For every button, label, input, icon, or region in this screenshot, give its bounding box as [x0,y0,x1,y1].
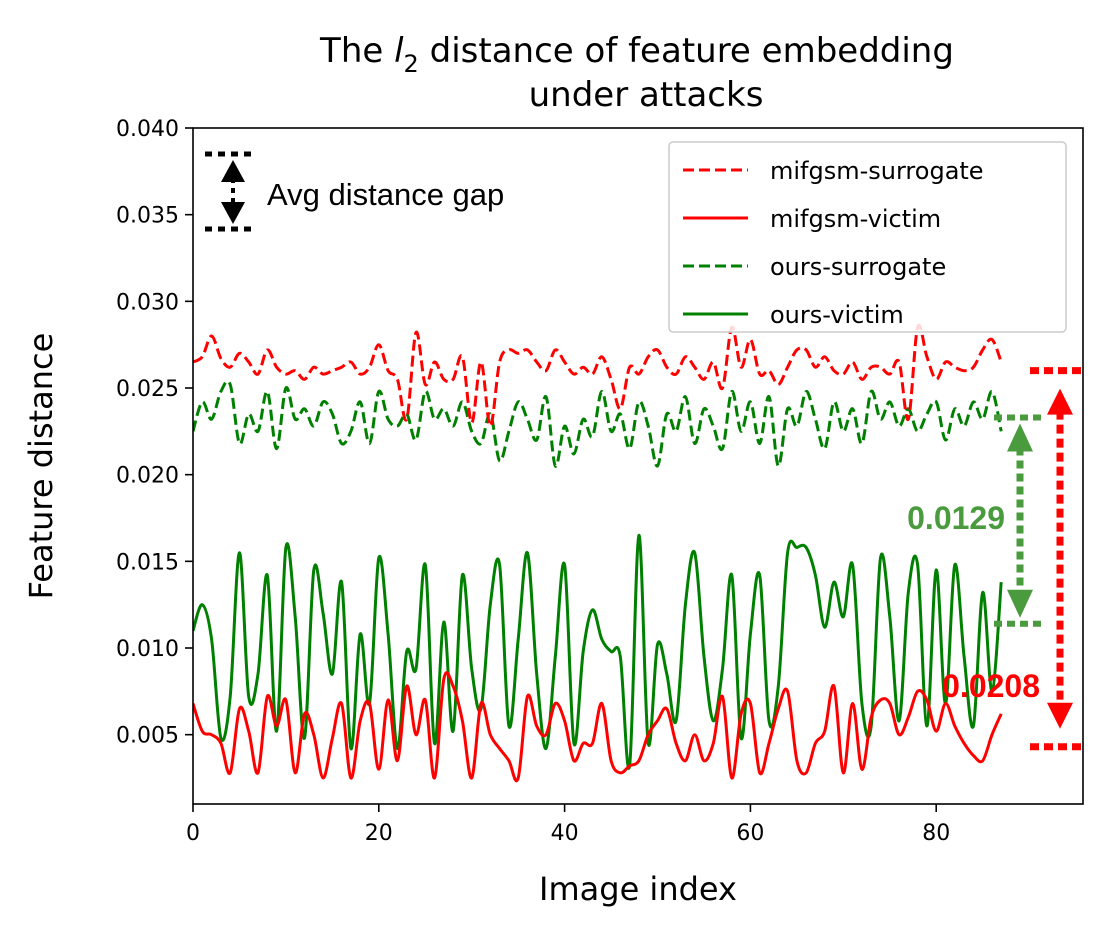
y-tick-label: 0.030 [116,290,179,315]
axis-ticks: 0 20 40 60 80 0.005 0.010 0.015 0.020 0.025 0.030 0… [116,117,950,846]
y-tick-label: 0.025 [116,377,179,402]
data-series [193,323,1003,783]
legend-label-ours-victim: ours-victim [770,301,904,329]
series-line-mifgsm-surrogate [193,323,1003,428]
green-gap-down-arrow-icon [1007,589,1033,618]
series-line-ours-surrogate [193,379,1003,468]
gap-legend-text: Avg distance gap [267,177,504,212]
gap-legend-up-arrow-icon [221,160,245,182]
green-gap-up-arrow-icon [1007,423,1033,452]
red-gap-up-arrow-icon [1047,388,1073,415]
y-tick-label: 0.005 [116,724,179,749]
series-line-mifgsm-victim [193,671,1003,783]
chart-title: The l2 distance of feature embedding [319,31,954,78]
red-gap-label: 0.0208 [942,668,1040,704]
x-tick-label: 20 [365,821,393,846]
legend-label-ours-surrogate: ours-surrogate [770,253,946,281]
x-tick-label: 80 [922,821,950,846]
red-gap-down-arrow-icon [1047,702,1073,729]
gap-annotations [994,367,1082,751]
x-tick-label: 60 [736,821,764,846]
y-tick-label: 0.035 [116,204,179,229]
y-tick-label: 0.040 [116,117,179,142]
y-tick-label: 0.020 [116,464,179,489]
plot-frame [192,127,1084,805]
series-line-ours-victim [193,533,1003,770]
legend-box [668,141,1067,333]
x-tick-label: 0 [186,821,200,846]
legend-label-mifgsm-surrogate: mifgsm-surrogate [770,157,984,185]
x-tick-label: 40 [551,821,579,846]
y-axis-label: Feature distance [22,333,60,600]
legend-label-mifgsm-victim: mifgsm-victim [770,205,941,233]
gap-legend: Avg distance gap [205,151,504,232]
y-tick-label: 0.010 [116,637,179,662]
legend: mifgsm-surrogate mifgsm-victim ours-surrog… [668,141,1067,333]
gap-legend-down-arrow-icon [221,202,245,224]
green-gap-label: 0.0129 [907,500,1005,536]
y-tick-label: 0.015 [116,550,179,575]
chart-title-line2: under attacks [529,75,764,115]
x-axis-label: Image index [539,870,737,908]
